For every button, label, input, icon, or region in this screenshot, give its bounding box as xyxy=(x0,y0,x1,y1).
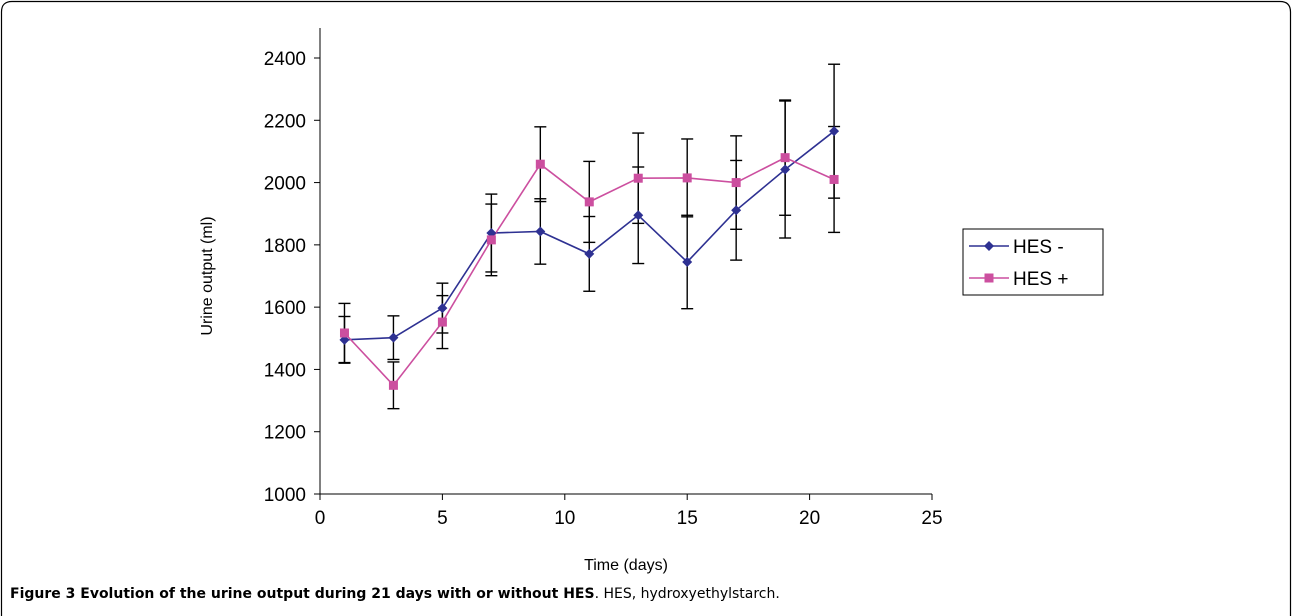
series-1-point xyxy=(388,332,399,343)
y-tick-label: 1000 xyxy=(264,485,306,506)
series-1-point xyxy=(633,210,644,221)
legend-marker-2 xyxy=(984,273,994,283)
legend-label-2: HES + xyxy=(1013,269,1068,290)
caption-title: Evolution of the urine output during 21 … xyxy=(80,586,595,602)
caption-label: Figure 3 xyxy=(10,586,76,602)
y-tick-label: 1600 xyxy=(264,298,306,319)
y-axis-label: Urine output (ml) xyxy=(199,216,216,335)
y-tick-label: 2000 xyxy=(264,174,306,195)
y-tick-label: 1400 xyxy=(264,360,306,381)
series-2-point xyxy=(633,173,643,183)
series-2-point xyxy=(584,197,594,207)
y-tick-label: 2200 xyxy=(264,111,306,132)
series-2-point xyxy=(388,380,398,390)
series-1-point xyxy=(437,303,448,314)
x-tick-label: 10 xyxy=(554,508,575,529)
series-2-point xyxy=(437,317,447,327)
series-1-point xyxy=(535,226,546,237)
series-1-point xyxy=(682,256,693,267)
series-2-point xyxy=(682,173,692,183)
x-tick-label: 0 xyxy=(315,508,326,529)
series-1-point xyxy=(780,164,791,175)
series-2-point xyxy=(780,153,790,163)
y-tick-label: 2400 xyxy=(264,49,306,70)
series-1-point xyxy=(829,126,840,137)
series-1-point xyxy=(584,248,595,259)
series-2-point xyxy=(339,328,349,338)
x-axis-label: Time (days) xyxy=(584,557,668,574)
x-tick-label: 20 xyxy=(799,508,820,529)
legend-marker-1 xyxy=(984,241,994,251)
x-tick-label: 15 xyxy=(677,508,698,529)
caption-text: . HES, hydroxyethylstarch. xyxy=(594,586,780,602)
figure-caption: Figure 3 Evolution of the urine output d… xyxy=(10,586,780,602)
y-tick-label: 1800 xyxy=(264,236,306,257)
x-tick-label: 25 xyxy=(921,508,942,529)
series-1-point xyxy=(731,205,742,216)
x-tick-label: 5 xyxy=(437,508,448,529)
series-2-point xyxy=(535,159,545,169)
legend-label-1: HES - xyxy=(1013,237,1064,258)
series-2-point xyxy=(731,178,741,188)
series-2-point xyxy=(829,174,839,184)
y-tick-label: 1200 xyxy=(264,423,306,444)
series-2-point xyxy=(486,235,496,245)
legend-box xyxy=(962,228,1104,296)
